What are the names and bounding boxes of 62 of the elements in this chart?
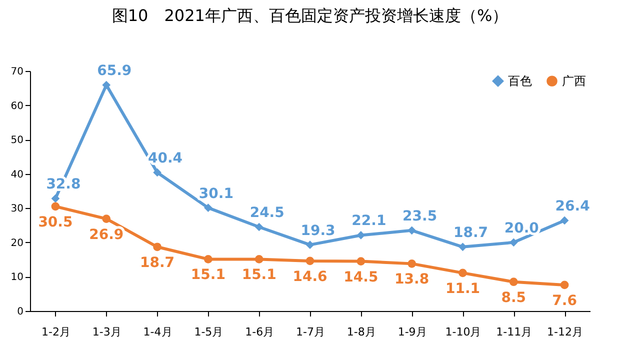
point: [306, 240, 314, 250]
data-label: 26.4: [555, 198, 590, 214]
data-label: 7.6: [552, 292, 577, 309]
y-tick-label: 30: [10, 204, 24, 215]
x-tick-label: 1-10月: [445, 326, 482, 338]
chart-title: 图10 2021年广西、百色固定资产投资增长速度（%）: [112, 6, 508, 26]
data-label: 30.5: [38, 214, 73, 230]
x-tick-label: 1-11月: [496, 326, 532, 338]
data-label: 11.1: [445, 280, 480, 297]
data-label: 30.1: [198, 186, 234, 202]
x-tick-label: 1-8月: [346, 326, 376, 338]
point: [560, 280, 569, 290]
point: [254, 255, 264, 264]
y-tick-label: 50: [10, 135, 24, 146]
x-tick-label: 1-6月: [245, 326, 274, 338]
data-label: 13.8: [394, 272, 430, 288]
y-tick-label: 70: [10, 66, 24, 78]
x-tick-label: 1-2月: [41, 326, 70, 338]
data-label: 65.9: [97, 63, 132, 80]
point: [408, 260, 416, 268]
data-label: 22.1: [352, 213, 386, 230]
x-tick-label: 1-7月: [296, 326, 325, 338]
data-label: 20.0: [504, 220, 540, 236]
point: [204, 255, 212, 264]
data-label: 18.7: [453, 224, 488, 241]
point: [458, 242, 467, 252]
point: [306, 256, 314, 266]
y-tick-label: 10: [10, 272, 24, 284]
data-label: 14.5: [344, 269, 378, 286]
y-tick-label: 40: [10, 169, 24, 180]
data-label: 18.7: [140, 254, 175, 271]
data-label: 23.5: [402, 208, 438, 224]
data-label: 15.1: [190, 267, 226, 284]
data-label: 24.5: [250, 205, 284, 221]
point: [560, 216, 569, 225]
x-tick-label: 1-9月: [398, 326, 427, 338]
point: [102, 214, 111, 223]
point: [408, 226, 416, 235]
data-label: 14.6: [292, 268, 328, 285]
data-label: 19.3: [300, 222, 336, 239]
x-tick-label: 1-5月: [194, 326, 224, 338]
point: [102, 80, 111, 90]
point: [153, 168, 162, 177]
y-tick-label: 60: [10, 100, 24, 112]
x-tick-label: 1-3月: [92, 326, 122, 338]
point: [153, 242, 162, 252]
data-label: 15.1: [242, 267, 276, 284]
y-tick-label: 0: [17, 306, 24, 318]
point: [254, 222, 264, 232]
x-tick-label: 1-4月: [143, 326, 172, 338]
point: [204, 204, 212, 212]
x-tick-label: 1-12月: [547, 326, 584, 338]
point: [51, 202, 60, 211]
legend-label: 广西: [562, 74, 586, 88]
point: [458, 268, 467, 278]
legend-label: 百色: [508, 74, 532, 88]
data-label: 26.9: [89, 226, 124, 243]
point: [509, 278, 518, 286]
point: [51, 194, 60, 203]
point: [356, 257, 366, 266]
data-label: 8.5: [501, 290, 526, 306]
y-tick-label: 20: [10, 238, 24, 249]
